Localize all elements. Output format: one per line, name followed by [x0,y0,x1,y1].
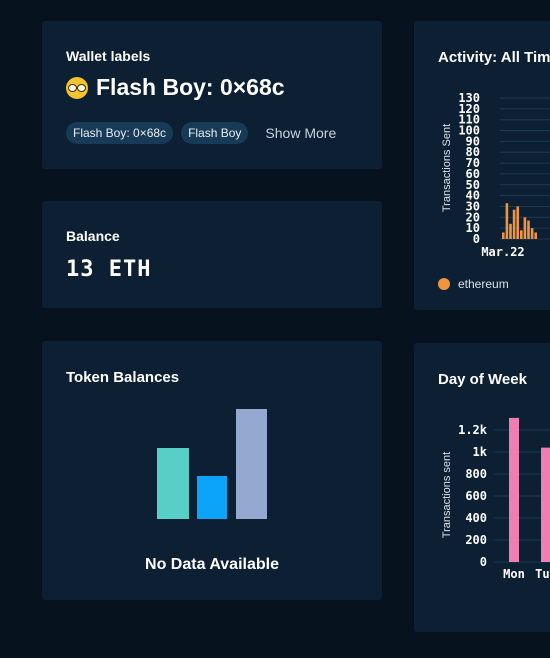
y-tick-label: 40 [466,189,480,203]
balance-value: 13 ETH [66,257,152,282]
wallet-tag[interactable]: Flash Boy [181,122,249,144]
y-tick-label: 50 [466,178,480,192]
activity-y-axis-label: Transactions Sent [441,124,453,212]
wallet-name-text: Flash Boy: 0×68c [96,74,285,100]
y-tick-label: 0 [480,555,487,569]
activity-bar [512,209,516,239]
empty-chart-illustration [157,409,267,519]
day-of-week-card: Day of Week 0 200 400 600 800 1k 1.2k Mon Tue T… [414,343,550,632]
day-of-week-chart: 0 200 400 600 800 1k 1.2k Mon Tue Transactions … [441,417,550,581]
balance-card: Balance 13 ETH [42,201,382,308]
wallet-tag[interactable]: Flash Boy: 0×68c [66,122,174,144]
y-tick-label: 10 [466,221,480,235]
placeholder-bar [157,448,189,519]
activity-title: Activity: All Time [438,49,550,66]
y-tick-label: 0 [473,232,480,246]
activity-bar [520,230,523,239]
y-tick-label: 1k [473,445,488,459]
y-tick-label: 400 [465,511,487,525]
x-tick-label: Tue [535,567,550,581]
activity-bar [530,228,534,239]
token-balances-title: Token Balances [66,369,180,386]
activity-bar [534,232,537,239]
legend-dot-icon [438,278,450,290]
y-tick-label: 60 [466,167,480,181]
day-bar [509,417,519,562]
show-more-button[interactable]: Show More [265,125,337,141]
wallet-name: Flash Boy: 0×68c [66,74,285,101]
y-tick-label: 120 [458,102,480,116]
y-tick-label: 30 [466,199,480,213]
activity-bar [527,220,530,239]
day-bar [541,447,550,562]
activity-bar [505,203,509,239]
token-balances-card: Token Balances No Data Available [42,341,382,600]
activity-bar [502,232,505,239]
dow-y-axis-label: Transactions sent [441,452,453,538]
y-tick-label: 70 [466,156,480,170]
y-tick-label: 800 [465,467,487,481]
wallet-tags: Flash Boy: 0×68c Flash Boy Show More [66,122,336,144]
y-tick-label: 80 [466,145,480,159]
placeholder-bar [236,409,267,519]
activity-bar [509,223,512,239]
wallet-labels-title: Wallet labels [66,48,151,64]
activity-legend[interactable]: ethereum [438,277,509,291]
activity-bar [516,206,519,239]
balance-title: Balance [66,228,120,244]
x-tick-label: Mon [503,567,525,581]
y-tick-label: 200 [465,533,487,547]
y-tick-label: 20 [466,210,480,224]
y-tick-label: 100 [458,124,480,138]
y-tick-label: 1.2k [458,423,488,437]
y-tick-label: 600 [465,489,487,503]
y-tick-label: 130 [458,91,480,105]
legend-label: ethereum [458,277,509,291]
y-tick-label: 90 [466,134,480,148]
wallet-labels-card: Wallet labels Flash Boy: 0×68c Flash Boy… [42,21,382,169]
no-data-text: No Data Available [145,556,279,573]
placeholder-bar [197,476,227,519]
day-of-week-title: Day of Week [438,371,527,388]
x-tick-label: Mar.22 [481,245,524,259]
activity-bar [523,217,527,239]
y-tick-label: 110 [458,113,480,127]
nerd-face-icon [66,76,88,99]
activity-card: Activity: All Time 0 10 20 30 40 50 60 70 80 90 10… [414,21,550,310]
